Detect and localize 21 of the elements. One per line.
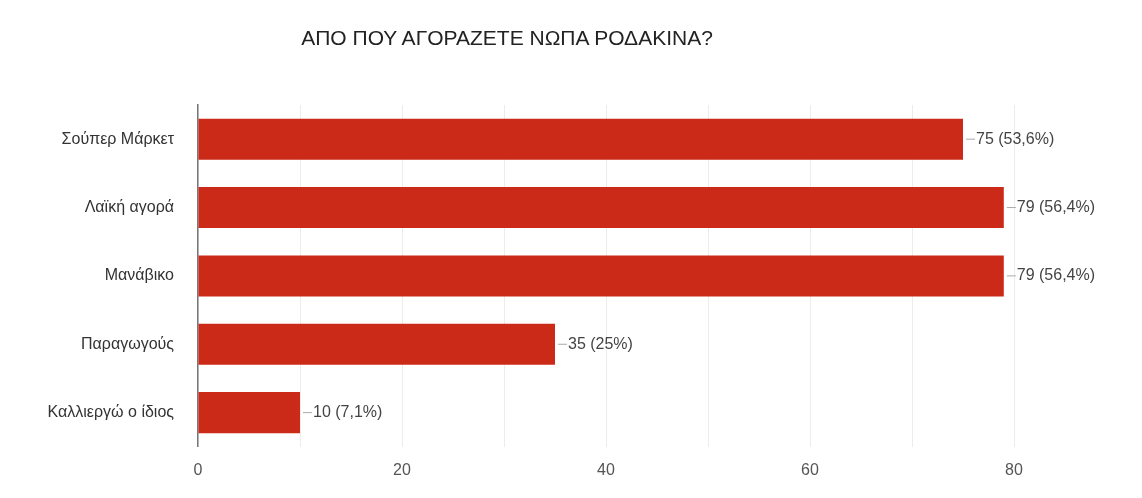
x-tick-label: 0 <box>193 460 203 478</box>
x-tick-label: 80 <box>1005 460 1023 478</box>
bar <box>198 392 300 434</box>
bar <box>198 118 963 160</box>
chart-title: ΑΠΟ ΠΟΥ ΑΓΟΡΑΖΕΤΕ ΝΩΠΑ ΡΟΔΑΚΙΝΑ? <box>300 26 714 50</box>
bar <box>198 187 1004 229</box>
data-label: 10 (7,1%) <box>313 403 383 421</box>
x-tick-label: 20 <box>393 460 411 478</box>
bar <box>198 323 555 365</box>
y-tick-label: Παραγωγούς <box>80 334 175 352</box>
data-label: 79 (56,4%) <box>1016 266 1096 284</box>
y-tick-label: Καλλιεργώ ο ίδιος <box>47 403 175 421</box>
data-label: 75 (53,6%) <box>976 129 1055 147</box>
y-tick-label: Λαϊκή αγορά <box>84 197 174 215</box>
data-label: 79 (56,4%) <box>1016 197 1096 215</box>
x-tick-label: 60 <box>801 460 819 478</box>
y-tick-label: Σούπερ Μάρκετ <box>61 129 175 147</box>
bar <box>198 255 1004 297</box>
data-label: 35 (25%) <box>568 334 633 352</box>
x-tick-label: 40 <box>597 460 615 478</box>
y-tick-label: Μανάβικο <box>104 266 175 284</box>
